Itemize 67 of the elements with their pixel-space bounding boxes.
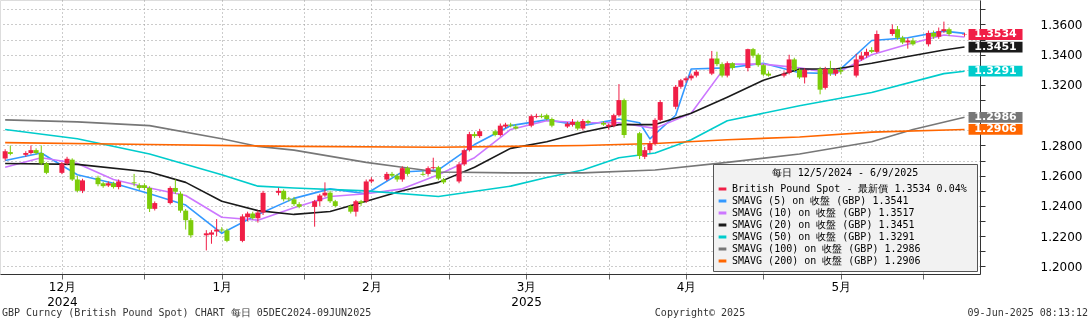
candlestick (781, 70, 787, 78)
text: GBP Curncy (British Pound Spot) CHART 每日 05DEC2024-09JUN2025 (2, 307, 372, 318)
x-tick-label: 1月 (212, 279, 233, 294)
candlestick (822, 66, 828, 91)
x-tick-label: 3月 2025 (511, 279, 542, 309)
legend-label: SMAVG (50) on 收盤 (GBP) 1.3291 (732, 231, 915, 242)
candlestick (817, 66, 823, 95)
candlestick (657, 99, 663, 122)
y-tick-label: 1.2400 (1040, 199, 1083, 214)
y-tick-label: 1.3200 (1040, 78, 1083, 93)
candlestick (456, 161, 462, 184)
candlestick (188, 217, 194, 239)
candlestick (33, 147, 39, 156)
data-label: 1.3451 (974, 40, 1017, 54)
legend-label: SMAVG (5) on 收盤 (GBP) 1.3541 (732, 195, 909, 206)
text: 09-Jun-2025 08:13:12 (967, 307, 1088, 318)
data-label: 1.3291 (974, 64, 1017, 78)
candlestick (709, 50, 715, 76)
y-tick-label: 1.2600 (1040, 169, 1083, 184)
candlestick (466, 131, 472, 153)
y-tick-label: 1.2000 (1040, 259, 1083, 274)
line-series (4, 128, 966, 149)
candlestick (28, 144, 34, 156)
candlestick (38, 144, 44, 166)
candlestick (683, 76, 689, 84)
candlestick (874, 30, 880, 54)
candlestick (183, 208, 189, 231)
candlestick (322, 181, 328, 198)
candlestick (941, 21, 947, 34)
text: Copyright© 2025 (654, 307, 746, 318)
candlestick (358, 199, 364, 207)
data-label: 1.2906 (974, 122, 1018, 136)
candlestick (420, 170, 426, 177)
y-tick-label: 1.2800 (1040, 138, 1083, 153)
legend-label: SMAVG (100) on 收盤 (GBP) 1.2986 (732, 243, 921, 254)
candlestick (673, 84, 679, 110)
x-tick-label: 12月 2024 (47, 279, 78, 309)
candlestick (312, 199, 318, 228)
candlestick (178, 191, 184, 214)
candlestick (69, 157, 75, 182)
candlestick (389, 171, 395, 178)
y-tick-label: 1.3400 (1040, 48, 1083, 63)
candlestick (652, 117, 658, 146)
x-tick-label: 4月 (676, 279, 697, 294)
candlestick (131, 173, 137, 187)
candlestick (616, 83, 622, 118)
y-tick-label: 1.2200 (1040, 229, 1083, 244)
legend-label: British Pound Spot - 最新價 1.3534 0.04% (732, 183, 967, 194)
candlestick (430, 157, 436, 171)
candlestick (363, 178, 369, 204)
candlestick (167, 185, 173, 205)
legend-label: SMAVG (20) on 收盤 (GBP) 1.3451 (732, 219, 915, 230)
candlestick (853, 53, 859, 78)
x-tick-label: 5月 (831, 279, 852, 294)
candlestick (260, 190, 266, 216)
text: 1.3534 (974, 27, 1017, 41)
legend-label: SMAVG (200) on 收盤 (GBP) 1.2906 (732, 255, 921, 266)
candlestick (147, 185, 153, 213)
x-tick-label: 2月 (362, 279, 382, 294)
data-label: 1.2986 (974, 110, 1018, 124)
y-tick-label: 1.3600 (1040, 18, 1083, 32)
legend-title: 每日 12/5/2024 - 6/9/2025 (771, 167, 919, 178)
candlestick (647, 140, 653, 154)
legend-label: SMAVG (10) on 收盤 (GBP) 1.3517 (732, 207, 915, 218)
candlestick (786, 54, 792, 75)
line-series (4, 70, 966, 198)
candlestick (637, 131, 643, 160)
